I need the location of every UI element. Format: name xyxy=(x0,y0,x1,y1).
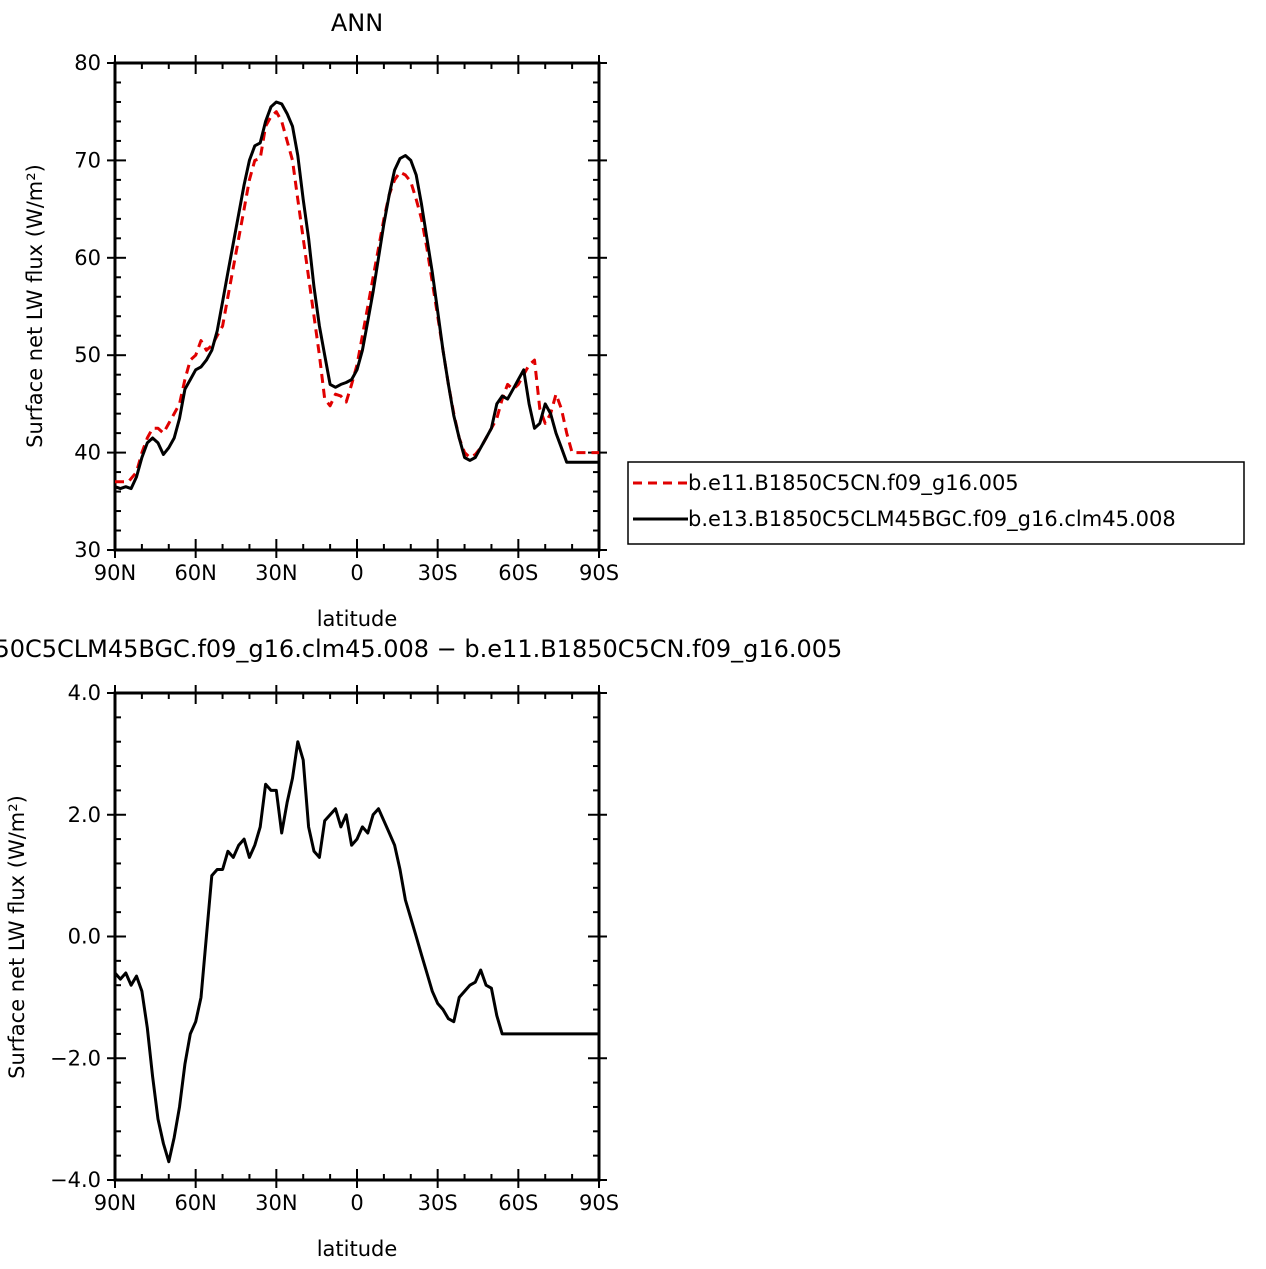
chart-panel-top: ANN 90N 60N 30N 0 30S 60S 90S 30 40 50 60 70 80 lat… xyxy=(23,9,619,631)
x-ticks-bottom: 90N 60N 30N 0 30S 60S 90S xyxy=(94,685,619,1215)
y-tick-label: 0.0 xyxy=(68,925,101,949)
x-tick-label: 60S xyxy=(498,1191,538,1215)
y-tick-label: 70 xyxy=(74,148,101,172)
legend: b.e11.B1850C5CN.f09_g16.005 b.e13.B1850C… xyxy=(627,461,1245,545)
x-tick-label: 30N xyxy=(255,1191,297,1215)
y-ticks-bottom: −4.0 −2.0 0.0 2.0 4.0 xyxy=(50,681,607,1192)
y-tick-label: 30 xyxy=(74,538,101,562)
y-tick-label: −2.0 xyxy=(50,1046,101,1070)
y-axis-label-bottom: Surface net LW flux (W/m²) xyxy=(5,795,29,1079)
series-line-top-1 xyxy=(114,100,599,491)
x-tick-label: 30S xyxy=(418,561,458,585)
x-tick-label: 90N xyxy=(94,561,136,585)
series-line-top-0 xyxy=(115,110,599,484)
x-tick-label: 60S xyxy=(498,561,538,585)
chart-title-top: ANN xyxy=(331,9,383,37)
chart-title-bottom: b.e13.B1850C5CLM45BGC.f09_g16.clm45.008 … xyxy=(0,635,842,663)
y-tick-label: 80 xyxy=(74,51,101,75)
y-tick-label: −4.0 xyxy=(50,1168,101,1192)
y-axis-label-top: Surface net LW flux (W/m²) xyxy=(23,164,47,448)
legend-label-test: b.e13.B1850C5CLM45BGC.f09_g16.clm45.008 xyxy=(688,507,1176,532)
y-tick-label: 50 xyxy=(74,343,101,367)
x-tick-label: 30S xyxy=(418,1191,458,1215)
x-tick-label: 0 xyxy=(350,1191,363,1215)
x-tick-label: 60N xyxy=(174,561,216,585)
legend-label-ctrl: b.e11.B1850C5CN.f09_g16.005 xyxy=(688,471,1019,496)
x-tick-label: 0 xyxy=(350,561,363,585)
chart-panel-bottom: b.e13.B1850C5CLM45BGC.f09_g16.clm45.008 … xyxy=(0,635,842,1261)
y-tick-label: 40 xyxy=(74,441,101,465)
y-tick-label: 4.0 xyxy=(68,681,101,705)
plot-frame-top xyxy=(113,61,601,552)
plot-frame-bottom xyxy=(113,691,601,1182)
x-axis-label-bottom: latitude xyxy=(317,1237,398,1261)
y-tick-label: 60 xyxy=(74,246,101,270)
series-lines-bottom xyxy=(113,740,599,1164)
x-axis-label-top: latitude xyxy=(317,607,398,631)
x-tick-label: 90S xyxy=(579,1191,619,1215)
legend-box xyxy=(627,461,1245,545)
x-tick-label: 60N xyxy=(174,1191,216,1215)
x-tick-label: 30N xyxy=(255,561,297,585)
series-lines-top xyxy=(114,100,599,491)
y-ticks-top: 30 40 50 60 70 80 xyxy=(74,51,607,562)
x-tick-label: 90N xyxy=(94,1191,136,1215)
y-tick-label: 2.0 xyxy=(68,803,101,827)
series-line-bottom-0 xyxy=(113,740,599,1164)
x-ticks-top: 90N 60N 30N 0 30S 60S 90S xyxy=(94,55,619,585)
x-tick-label: 90S xyxy=(579,561,619,585)
